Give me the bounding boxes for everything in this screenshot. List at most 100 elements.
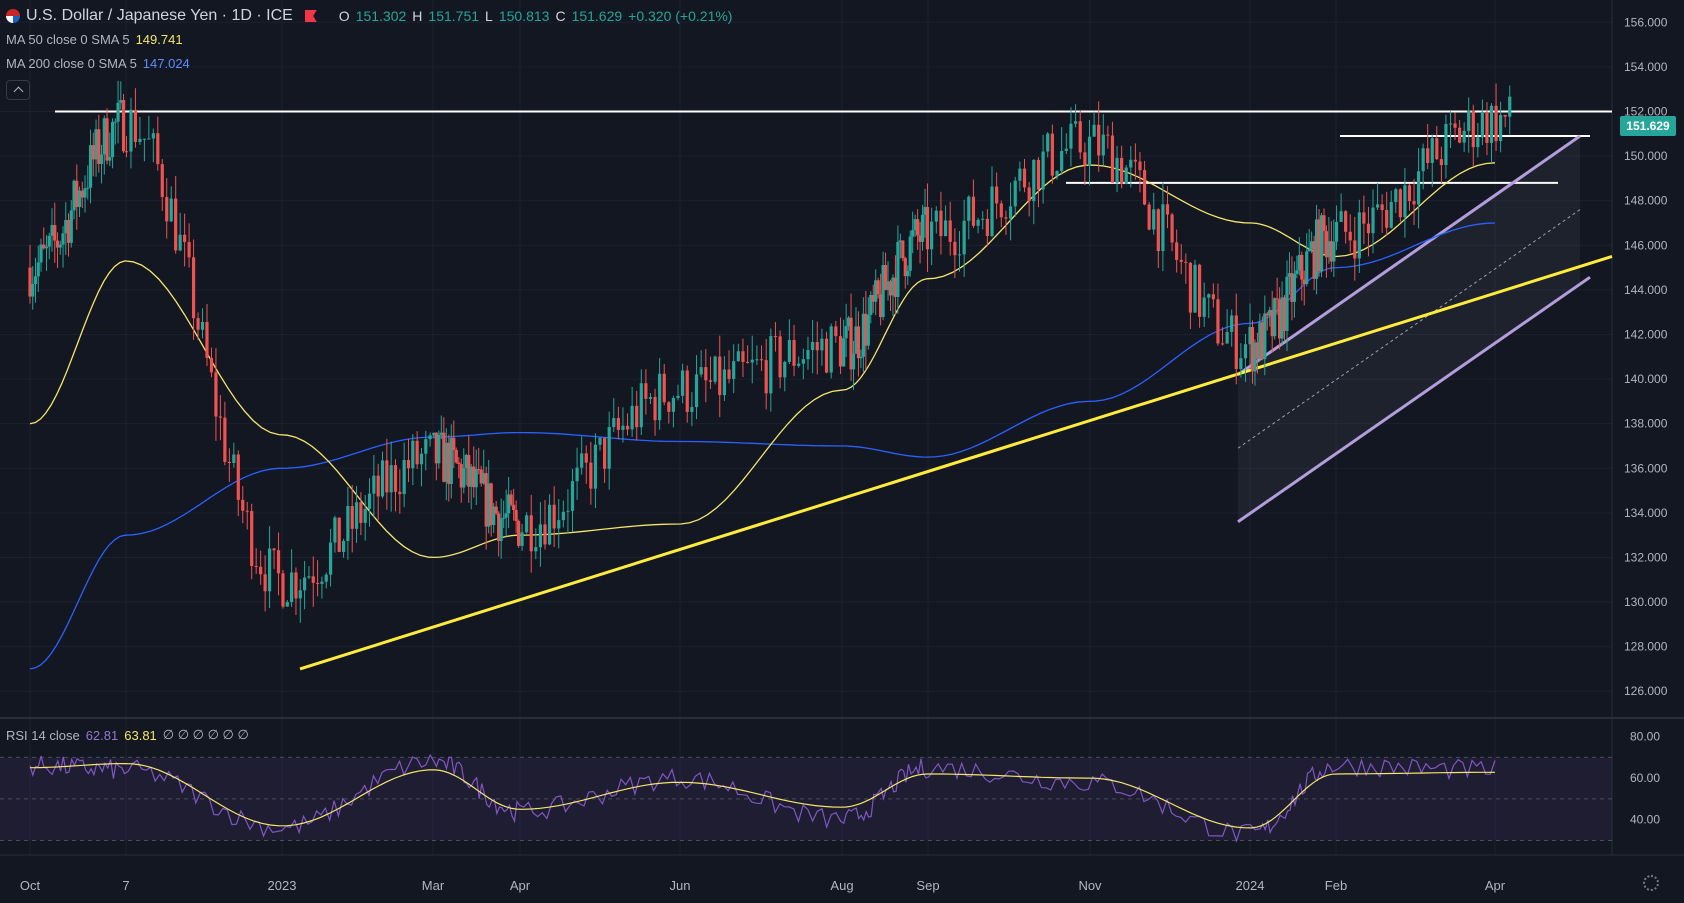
rsi-value: 62.81 xyxy=(85,727,119,743)
time-tick-label: 2023 xyxy=(268,878,297,893)
ma200-name[interactable]: MA 200 close 0 SMA 5 xyxy=(6,56,137,71)
settings-button[interactable] xyxy=(1640,872,1662,894)
price-tick-label: 148.000 xyxy=(1624,194,1668,208)
candle-body xyxy=(881,264,885,318)
horizontal-levels xyxy=(55,110,1612,184)
candle-body xyxy=(328,542,333,575)
gear-icon xyxy=(1643,875,1659,891)
candle-body xyxy=(662,373,666,403)
candle-body xyxy=(124,151,129,153)
candle-body xyxy=(1312,241,1316,279)
candle-body xyxy=(1305,251,1309,285)
candle-body xyxy=(311,576,315,583)
candle-body xyxy=(147,138,151,140)
trend-lines xyxy=(299,254,1613,671)
candle-body xyxy=(86,187,90,189)
candle-body xyxy=(91,145,95,160)
candle-body xyxy=(607,427,611,469)
candle-body xyxy=(53,225,57,241)
candle-body xyxy=(903,258,907,277)
candle-body xyxy=(411,440,415,469)
candle-body xyxy=(507,494,511,514)
candle-body xyxy=(851,353,856,370)
candle-body xyxy=(1004,217,1008,219)
candle-body xyxy=(797,363,801,366)
candle-body xyxy=(1444,124,1448,166)
candle-body xyxy=(102,118,106,155)
candle-body xyxy=(452,437,456,451)
candle-body xyxy=(1083,152,1087,166)
candle-body xyxy=(1050,133,1054,176)
candle-body xyxy=(598,438,602,445)
candle-body xyxy=(245,510,249,512)
candle-body xyxy=(432,432,436,436)
candle-body xyxy=(499,518,503,541)
candle-body xyxy=(42,244,46,249)
candle-body xyxy=(449,437,453,484)
candle-body xyxy=(962,220,966,255)
candle-body xyxy=(69,210,73,243)
candle-body xyxy=(113,121,117,123)
candle-body xyxy=(142,138,146,140)
ma50-name[interactable]: MA 50 close 0 SMA 5 xyxy=(6,32,130,47)
candle-body xyxy=(83,188,87,198)
rsi-name[interactable]: RSI 14 close xyxy=(6,727,80,743)
candle-body xyxy=(324,574,328,582)
candle-body xyxy=(639,383,643,428)
candle-body xyxy=(398,491,402,495)
price-tick-label: 140.000 xyxy=(1624,372,1668,386)
candle-body xyxy=(474,468,478,488)
candle-body xyxy=(129,109,133,152)
time-tick-label: 7 xyxy=(122,878,129,893)
candle-body xyxy=(250,511,254,566)
price-tick-label: 144.000 xyxy=(1624,283,1668,297)
candle-body xyxy=(849,317,853,370)
candle-body xyxy=(1462,130,1466,143)
candle-body xyxy=(174,198,178,251)
symbol-title[interactable]: U.S. Dollar / Japanese Yen · 1D · ICE xyxy=(26,7,293,24)
candle-body xyxy=(704,367,708,381)
candle-body xyxy=(985,218,989,236)
candle-body xyxy=(741,351,745,362)
candle-body xyxy=(525,515,529,533)
candle-body xyxy=(1250,327,1255,372)
candle-body xyxy=(1324,231,1329,258)
ma200-legend-row[interactable]: MA 200 close 0 SMA 5 147.024 xyxy=(6,52,732,76)
candle-body xyxy=(1448,123,1453,125)
candle-body xyxy=(584,453,588,463)
candle-body xyxy=(920,214,925,242)
candle-body xyxy=(846,317,851,327)
candle-body xyxy=(1503,114,1507,117)
price-tick-label: 156.000 xyxy=(1624,15,1668,29)
candle-body xyxy=(879,294,883,318)
candle-body xyxy=(1248,327,1252,345)
candle-body xyxy=(1314,219,1319,279)
ma50-layer xyxy=(29,162,1496,559)
candle-body xyxy=(444,442,448,482)
collapse-legend-button[interactable] xyxy=(6,80,30,100)
candle-body xyxy=(1357,212,1361,259)
candle-body xyxy=(906,270,910,277)
candle-body xyxy=(616,418,620,430)
candle-body xyxy=(459,464,463,488)
candle-body xyxy=(916,219,920,236)
rsi-pane xyxy=(0,753,1612,843)
ma50-legend-row[interactable]: MA 50 close 0 SMA 5 149.741 xyxy=(6,28,732,52)
market-flag-icon[interactable] xyxy=(304,10,317,22)
candle-body xyxy=(694,374,699,408)
candle-body xyxy=(1302,279,1306,285)
candle-body xyxy=(1147,204,1151,230)
candle-body xyxy=(307,576,311,578)
rsi-legend[interactable]: RSI 14 close 62.81 63.81 ∅ ∅ ∅ ∅ ∅ ∅ xyxy=(6,727,249,743)
candle-body xyxy=(971,196,976,226)
candle-body xyxy=(66,220,71,243)
candle-body xyxy=(667,402,671,412)
candle-body xyxy=(494,506,498,514)
candle-body xyxy=(315,582,320,584)
candle-body xyxy=(783,361,787,378)
time-tick-label: Sep xyxy=(916,878,939,893)
candle-body xyxy=(552,504,556,529)
candle-body xyxy=(1366,223,1371,234)
